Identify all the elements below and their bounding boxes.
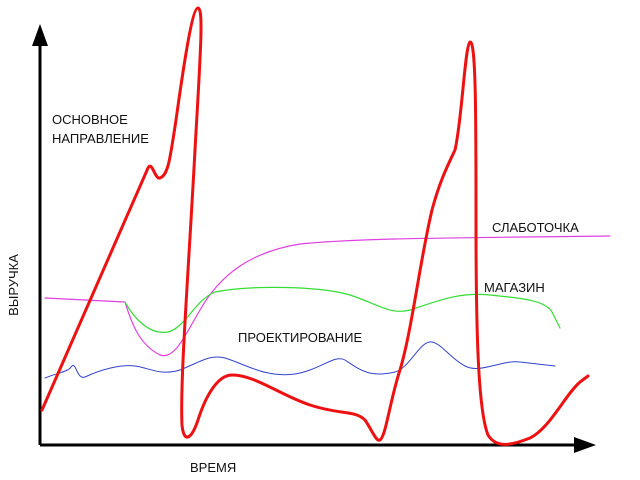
blue-curve [44,341,556,379]
red-curve [40,6,590,446]
design-label: ПРОЕКТИРОВАНИЕ [238,330,363,345]
x-axis-label: ВРЕМЯ [190,460,236,475]
lowcurrent-label: СЛАБОТОЧКА [492,220,579,235]
shop-label: МАГАЗИН [484,280,545,295]
x-arrow [574,437,596,453]
y-arrow [32,24,48,46]
main-label-line2: НАПРАВЛЕНИЕ [52,131,149,146]
y-axis-label: ВЫРУЧКА [6,254,21,316]
main-label-line1: ОСНОВНОЕ [52,112,128,127]
green-curve [124,286,561,333]
